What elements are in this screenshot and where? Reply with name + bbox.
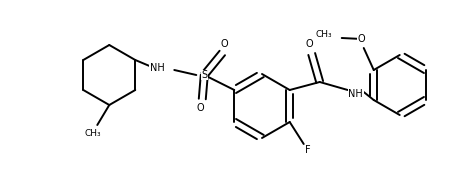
Text: S: S <box>201 70 207 80</box>
Text: O: O <box>220 39 228 49</box>
Text: CH₃: CH₃ <box>315 29 332 39</box>
Text: O: O <box>306 39 314 49</box>
Text: O: O <box>196 103 204 113</box>
Text: F: F <box>305 145 311 155</box>
Text: NH: NH <box>349 89 363 99</box>
Text: CH₃: CH₃ <box>85 129 102 138</box>
Text: O: O <box>358 34 365 44</box>
Text: NH: NH <box>150 63 164 73</box>
